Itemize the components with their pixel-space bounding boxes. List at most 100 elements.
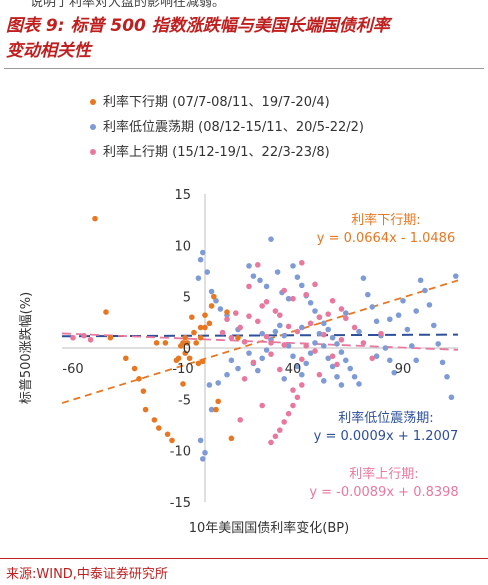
data-point-series-2 bbox=[294, 363, 301, 370]
source-text: 来源:WIND,中泰证券研究所 bbox=[6, 567, 168, 582]
data-point-series-2 bbox=[303, 360, 310, 367]
data-point-series-1 bbox=[153, 340, 160, 346]
data-point-series-3 bbox=[241, 339, 248, 345]
data-point-series-2 bbox=[213, 297, 219, 304]
data-point-series-2 bbox=[307, 350, 314, 356]
data-point-series-2 bbox=[224, 371, 230, 378]
data-point-series-3 bbox=[343, 315, 349, 322]
data-point-series-3 bbox=[285, 323, 292, 330]
data-point-series-2 bbox=[325, 355, 332, 362]
data-point-series-3 bbox=[294, 394, 301, 401]
data-point-series-1 bbox=[182, 350, 188, 356]
data-point-series-3 bbox=[81, 332, 87, 339]
x-tick-label: -10 bbox=[172, 362, 193, 377]
data-point-series-3 bbox=[329, 297, 336, 304]
data-point-series-3 bbox=[316, 314, 323, 320]
data-point-series-3 bbox=[277, 312, 283, 318]
data-point-series-2 bbox=[274, 269, 281, 275]
data-point-series-1 bbox=[191, 329, 197, 336]
data-point-series-2 bbox=[290, 353, 296, 360]
data-point-series-2 bbox=[197, 256, 204, 263]
trendline-3 bbox=[61, 332, 459, 351]
data-point-series-2 bbox=[453, 273, 459, 279]
data-point-series-1 bbox=[103, 309, 109, 315]
data-point-series-3 bbox=[360, 340, 367, 346]
data-point-series-2 bbox=[197, 437, 204, 444]
data-point-series-1 bbox=[136, 376, 142, 382]
data-point-series-3 bbox=[268, 351, 274, 357]
legend-label-1: 利率下行期 (07/7-08/11、19/7-20/4) bbox=[103, 94, 330, 110]
legend: 利率下行期 (07/7-08/11、19/7-20/4) 利率低位震荡期 (08/… bbox=[90, 94, 364, 160]
data-point-series-3 bbox=[294, 328, 301, 335]
data-point-series-2 bbox=[413, 357, 420, 364]
data-point-series-2 bbox=[321, 378, 327, 384]
data-point-series-3 bbox=[277, 366, 283, 373]
legend-marker-1 bbox=[90, 99, 96, 105]
data-point-series-3 bbox=[281, 419, 288, 425]
data-point-series-3 bbox=[307, 320, 314, 327]
data-point-series-3 bbox=[290, 295, 296, 302]
data-point-series-2 bbox=[299, 282, 305, 289]
data-point-series-2 bbox=[373, 318, 380, 325]
data-point-series-2 bbox=[343, 357, 349, 364]
data-point-series-3 bbox=[272, 308, 279, 314]
legend-label-2: 利率低位震荡期 (08/12-15/11、20/5-22/2) bbox=[103, 119, 364, 135]
data-point-series-1 bbox=[197, 334, 204, 341]
trendline-layer bbox=[61, 279, 459, 404]
y-tick-label: 10 bbox=[174, 239, 191, 254]
x-tick-label: -60 bbox=[62, 362, 83, 377]
data-point-series-2 bbox=[285, 295, 292, 302]
data-point-series-2 bbox=[235, 365, 241, 372]
y-tick-label: -15 bbox=[170, 496, 191, 511]
data-point-series-3 bbox=[290, 387, 296, 393]
data-point-series-2 bbox=[391, 369, 398, 376]
data-point-series-3 bbox=[241, 376, 248, 382]
data-point-series-2 bbox=[272, 328, 279, 335]
x-tick-label: 40 bbox=[285, 362, 302, 377]
trendline-equation-2: y = 0.0009x + 1.2007 bbox=[314, 429, 459, 444]
data-point-series-2 bbox=[426, 302, 433, 308]
data-point-series-2 bbox=[347, 365, 354, 372]
data-point-series-2 bbox=[206, 382, 213, 388]
data-point-series-1 bbox=[215, 398, 221, 405]
data-point-series-2 bbox=[307, 300, 314, 306]
data-point-series-2 bbox=[259, 355, 266, 362]
data-point-series-2 bbox=[338, 349, 345, 355]
data-point-series-2 bbox=[343, 310, 349, 316]
data-point-series-2 bbox=[334, 341, 340, 347]
data-point-series-2 bbox=[250, 273, 257, 279]
data-point-series-2 bbox=[281, 332, 288, 339]
data-point-series-2 bbox=[439, 359, 446, 366]
data-point-series-2 bbox=[356, 328, 362, 335]
data-point-series-1 bbox=[189, 314, 195, 320]
data-point-series-2 bbox=[290, 263, 296, 269]
data-point-series-2 bbox=[200, 456, 206, 462]
trendline-equation-3: y = -0.0089x + 0.8398 bbox=[309, 485, 458, 500]
data-point-series-2 bbox=[316, 330, 323, 337]
data-point-series-2 bbox=[277, 322, 283, 329]
chart-title-line-2: 变动相关性 bbox=[6, 41, 91, 61]
data-point-series-2 bbox=[321, 343, 327, 349]
label-layer: 15 10 5 0 -5 -10 -15 -60 -10 40 90 10年美国国债利率变化(BP) 标… bbox=[18, 188, 459, 536]
trendline-2 bbox=[61, 333, 459, 338]
data-point-series-3 bbox=[334, 361, 340, 368]
data-point-series-2 bbox=[312, 340, 318, 346]
chart-title: 图表 9: 标普 500 指数涨跌幅与美国长端国债利率 变动相关性 bbox=[6, 14, 482, 64]
data-point-series-1 bbox=[213, 406, 219, 413]
data-point-series-1 bbox=[169, 437, 175, 444]
data-point-series-3 bbox=[268, 340, 274, 346]
data-point-series-1 bbox=[197, 324, 204, 331]
data-point-series-1 bbox=[156, 425, 162, 431]
data-point-series-3 bbox=[259, 303, 266, 309]
data-point-series-2 bbox=[395, 312, 402, 318]
data-point-series-1 bbox=[202, 324, 208, 331]
data-point-series-3 bbox=[285, 410, 292, 417]
data-point-series-1 bbox=[195, 360, 202, 367]
data-point-series-1 bbox=[92, 215, 98, 222]
data-point-series-3 bbox=[268, 439, 274, 446]
legend-label-3: 利率上行期 (15/12-19/1、22/3-23/8) bbox=[103, 144, 330, 160]
data-point-series-2 bbox=[325, 326, 332, 333]
data-point-series-2 bbox=[299, 371, 305, 378]
data-point-series-2 bbox=[281, 376, 288, 382]
data-point-series-2 bbox=[329, 363, 336, 370]
